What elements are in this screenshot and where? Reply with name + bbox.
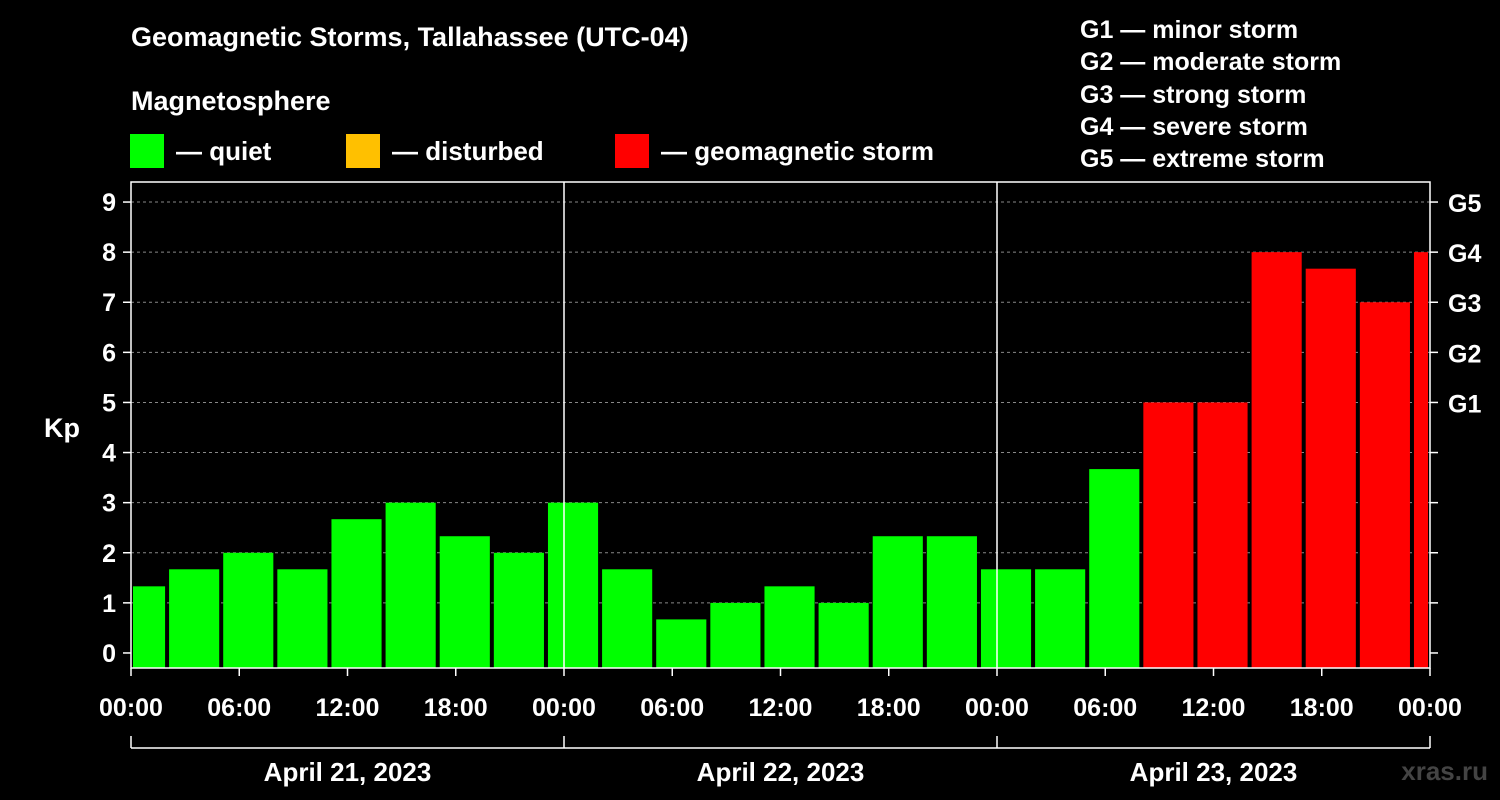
- g-scale-list: G1 — minor storm G2 — moderate storm G3 …: [1080, 14, 1341, 175]
- x-tick-label: 18:00: [857, 694, 921, 722]
- right-axis-label: G5: [1448, 190, 1481, 218]
- legend-label-quiet: — quiet: [176, 135, 272, 166]
- right-axis-label: G1: [1448, 390, 1481, 418]
- kp-bar: [385, 502, 436, 668]
- g-scale-item: G2 — moderate storm: [1080, 48, 1342, 77]
- kp-bar: [1413, 252, 1428, 668]
- chart-title: Geomagnetic Storms, Tallahassee (UTC-04): [131, 22, 689, 52]
- y-tick-label: 6: [102, 339, 116, 367]
- kp-bar: [602, 569, 653, 668]
- kp-bar: [1197, 402, 1248, 668]
- kp-bar: [1359, 302, 1410, 668]
- legend-item-disturbed: — disturbed: [346, 134, 544, 168]
- g-scale-item: G5 — extreme storm: [1080, 145, 1325, 174]
- kp-bar: [980, 569, 1032, 668]
- x-tick-label: 06:00: [207, 694, 271, 722]
- legend-label-storm: — geomagnetic storm: [661, 135, 935, 166]
- x-tick-label: 00:00: [99, 694, 163, 722]
- g-scale-item: G1 — minor storm: [1080, 16, 1299, 44]
- kp-bar: [133, 586, 166, 668]
- kp-bar: [926, 536, 977, 668]
- x-tick-label: 00:00: [532, 694, 596, 722]
- y-tick-label: 1: [102, 590, 116, 618]
- x-tick-label: 12:00: [1182, 694, 1246, 722]
- x-tick-label: 12:00: [316, 694, 380, 722]
- day-label: April 22, 2023: [697, 757, 865, 787]
- kp-bar: [1035, 569, 1086, 668]
- kp-bar: [818, 602, 869, 668]
- watermark: xras.ru: [1401, 756, 1488, 786]
- g-scale-item: G4 — severe storm: [1080, 112, 1308, 141]
- x-tick-label: 06:00: [640, 694, 704, 722]
- y-tick-label: 5: [102, 389, 116, 417]
- x-tick-label: 06:00: [1073, 694, 1137, 722]
- g-scale-item: G3 — strong storm: [1080, 80, 1307, 109]
- legend-swatch-storm: [615, 134, 649, 168]
- kp-bar: [1143, 402, 1194, 668]
- y-tick-label: 8: [102, 239, 116, 267]
- legend-label-disturbed: — disturbed: [392, 135, 544, 166]
- legend-swatch-quiet: [130, 134, 164, 168]
- y-tick-label: 4: [102, 440, 116, 468]
- kp-bar: [439, 536, 490, 668]
- x-tick-label: 18:00: [424, 694, 488, 722]
- kp-bar: [223, 552, 274, 668]
- kp-bar: [331, 519, 382, 668]
- x-tick-label: 00:00: [1398, 694, 1462, 722]
- chart-subtitle: Magnetosphere: [131, 86, 331, 116]
- kp-bar: [547, 502, 599, 668]
- legend-item-quiet: — quiet: [130, 134, 271, 168]
- y-tick-label: 0: [102, 640, 116, 668]
- day-label: April 23, 2023: [1130, 757, 1298, 787]
- kp-bar: [1089, 469, 1140, 668]
- kp-bar: [1305, 268, 1356, 668]
- kp-bar: [1251, 252, 1302, 668]
- kp-bar: [872, 536, 923, 668]
- kp-bar: [764, 586, 815, 668]
- x-tick-label: 00:00: [965, 694, 1029, 722]
- y-tick-label: 9: [102, 189, 116, 217]
- kp-bar: [710, 602, 761, 668]
- legend-swatch-disturbed: [346, 134, 380, 168]
- right-axis-label: G2: [1448, 340, 1481, 368]
- kp-bar: [277, 569, 328, 668]
- y-tick-label: 2: [102, 540, 116, 568]
- y-tick-label: 3: [102, 490, 116, 518]
- right-axis-label: G3: [1448, 290, 1481, 318]
- legend-item-storm: — geomagnetic storm: [615, 134, 934, 168]
- kp-bar: [493, 552, 544, 668]
- kp-bar: [169, 569, 220, 668]
- day-label: April 21, 2023: [264, 757, 432, 787]
- y-tick-label: 7: [102, 289, 116, 317]
- right-axis-label: G4: [1448, 240, 1481, 268]
- y-axis-label: Kp: [44, 413, 80, 443]
- x-tick-label: 18:00: [1290, 694, 1354, 722]
- kp-bar: [656, 619, 707, 668]
- x-tick-label: 12:00: [749, 694, 813, 722]
